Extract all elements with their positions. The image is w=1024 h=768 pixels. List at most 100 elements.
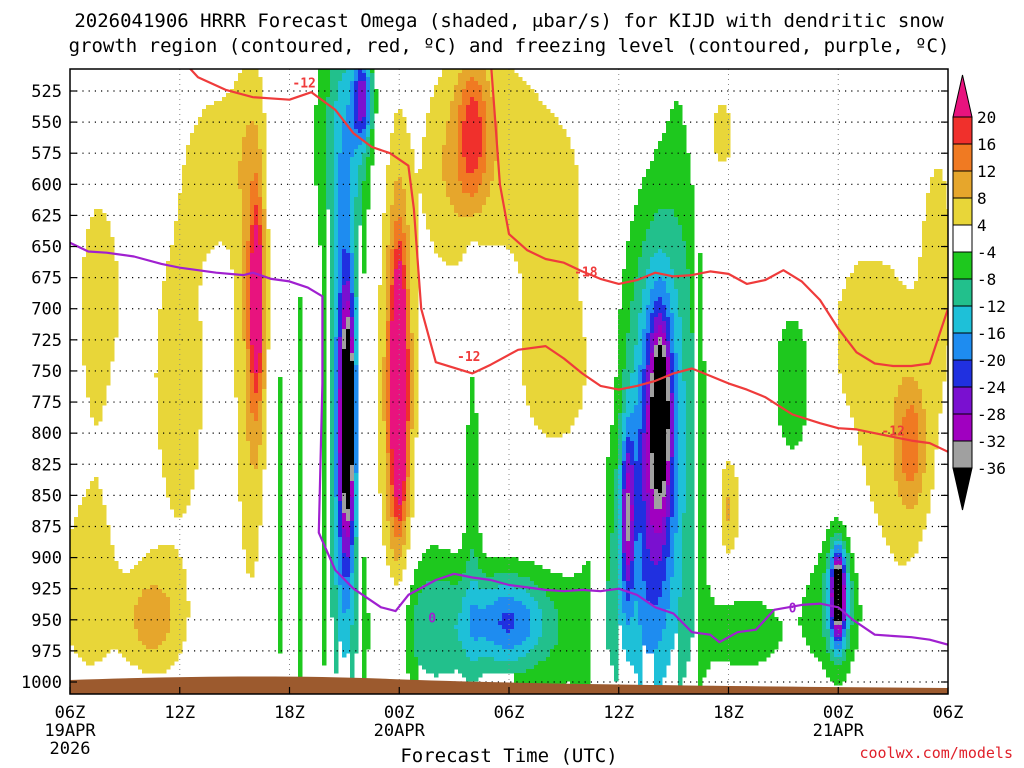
omega-cell [470, 549, 475, 582]
omega-cell [542, 661, 547, 690]
omega-cell [470, 637, 475, 662]
omega-cell [662, 333, 667, 346]
omega-cell [346, 253, 351, 282]
omega-cell [518, 645, 523, 658]
omega-cell [474, 101, 479, 170]
omega-cell [478, 609, 483, 638]
omega-cell [474, 641, 479, 662]
omega-cell [714, 605, 719, 662]
omega-cell [406, 289, 411, 350]
omega-cell [634, 277, 639, 346]
omega-cell [450, 553, 455, 586]
omega-cell [418, 561, 423, 594]
omega-cell [462, 121, 467, 158]
omega-cell [526, 593, 531, 610]
omega-cell [834, 557, 839, 562]
omega-cell [906, 409, 911, 482]
omega-cell [538, 609, 543, 638]
omega-cell [178, 193, 183, 518]
omega-cell [242, 69, 247, 138]
omega-cell [398, 177, 403, 218]
omega-cell [342, 73, 347, 122]
omega-cell [902, 505, 907, 566]
omega-cell [462, 533, 467, 574]
omega-cell [410, 429, 415, 518]
omega-cell [486, 589, 491, 606]
omega-cell [486, 577, 491, 590]
omega-cell [618, 465, 623, 626]
omega-cell [238, 161, 243, 190]
omega-cell [334, 585, 339, 674]
colorbar-swatch [952, 224, 973, 253]
omega-cell [342, 529, 347, 554]
omega-cell [718, 105, 723, 162]
omega-cell [846, 573, 851, 630]
omega-cell [638, 365, 643, 430]
colorbar-swatch [952, 143, 973, 172]
colorbar-tick-label: 12 [977, 162, 996, 181]
omega-cell [842, 565, 847, 574]
omega-cell [658, 337, 663, 346]
omega-cell [470, 377, 475, 550]
omega-cell [418, 169, 423, 194]
colorbar-swatch [952, 251, 973, 280]
omega-cell [766, 609, 771, 658]
omega-cell [822, 637, 827, 670]
omega-cell [654, 345, 659, 358]
omega-cell [662, 517, 667, 546]
omega-cell [430, 581, 435, 674]
omega-cell [342, 513, 347, 530]
omega-cell [678, 105, 683, 226]
omega-cell [518, 601, 523, 646]
omega-cell [654, 281, 659, 302]
chart-title-line-1: 2026041906 HRRR Forecast Omega (shaded, … [74, 10, 944, 32]
omega-cell [438, 549, 443, 582]
omega-cell [686, 269, 691, 662]
omega-cell [538, 589, 543, 610]
omega-cell [658, 141, 663, 210]
omega-cell [338, 337, 343, 390]
y-tick-label: 925 [31, 580, 62, 600]
omega-cell [626, 333, 631, 390]
omega-cell [510, 629, 515, 650]
omega-cell [474, 661, 479, 682]
omega-cell [338, 293, 343, 338]
omega-cell [462, 157, 467, 194]
omega-cell [722, 605, 727, 662]
omega-cell [526, 561, 531, 578]
omega-cell [350, 353, 355, 362]
omega-cell [898, 281, 903, 386]
omega-cell [354, 197, 359, 298]
omega-cell [518, 561, 523, 578]
omega-cell [630, 301, 635, 374]
omega-cell [350, 625, 355, 686]
omega-cell [938, 169, 943, 414]
omega-cell [114, 261, 119, 338]
omega-cell [826, 653, 831, 678]
omega-cell [358, 69, 363, 82]
x-tick-label: 12Z [164, 703, 195, 723]
omega-cell [350, 253, 355, 294]
omega-cell [934, 169, 939, 450]
omega-cell [678, 597, 683, 694]
omega-cell [498, 585, 503, 598]
x-tick-label: 18Z [274, 703, 305, 723]
omega-cell [662, 209, 667, 254]
omega-cell [834, 533, 839, 542]
omega-cell [562, 577, 567, 686]
omega-cell [658, 533, 663, 562]
omega-cell [262, 113, 267, 210]
omega-cell [354, 297, 359, 366]
omega-cell [142, 589, 147, 646]
omega-cell [354, 129, 359, 150]
omega-cell [410, 149, 415, 334]
omega-cell [838, 637, 843, 642]
omega-cell [134, 605, 139, 630]
omega-cell [838, 665, 843, 686]
omega-cell [662, 305, 667, 322]
omega-cell [146, 589, 151, 650]
omega-cell [402, 545, 407, 570]
omega-cell [810, 573, 815, 654]
omega-cell [118, 569, 123, 654]
omega-cell [390, 205, 395, 250]
